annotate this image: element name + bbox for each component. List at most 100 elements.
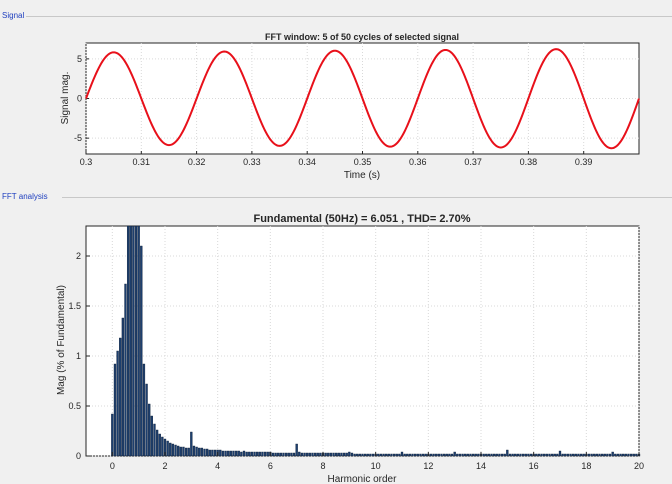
fft-bar: [590, 453, 593, 457]
fft-bar: [442, 453, 446, 457]
signal-x-tick-label: 0.3: [80, 157, 93, 167]
fft-bar: [111, 413, 114, 457]
fft-bar: [240, 451, 243, 457]
fft-bar: [277, 452, 280, 457]
fft-bar: [316, 452, 319, 457]
fft-bar: [424, 453, 427, 457]
fft-bar: [329, 452, 333, 457]
fft-bar: [182, 446, 185, 457]
fft-bar: [203, 448, 206, 457]
fft-bar: [263, 451, 267, 457]
fft-bar: [616, 453, 620, 457]
fft-bar: [319, 452, 322, 457]
fft-bar: [403, 453, 406, 457]
fft-bar: [448, 453, 451, 457]
fft-bar: [453, 451, 456, 457]
fft-bar: [572, 453, 575, 457]
fft-bar: [187, 447, 190, 457]
fft-bar: [429, 453, 433, 457]
fft-x-ticks: 0 2 4 6 8 10 12 14 16 18 20: [110, 452, 644, 471]
fft-bar: [577, 453, 580, 457]
fft-bar: [629, 453, 633, 457]
fft-bar: [174, 444, 177, 457]
fft-bar: [527, 453, 530, 457]
signal-x-tick-label: 0.35: [354, 157, 372, 167]
fft-bar: [614, 453, 617, 457]
fft-bar: [237, 450, 240, 457]
fft-x-tick-label: 2: [162, 461, 167, 471]
fft-bar: [466, 453, 469, 457]
fft-bar: [361, 453, 364, 457]
fft-bar: [598, 453, 601, 457]
fft-bar: [411, 453, 414, 457]
fft-bar: [385, 453, 388, 457]
fft-bar: [148, 403, 151, 457]
fft-bar: [327, 452, 330, 457]
fft-bar: [155, 429, 159, 457]
fft-bar: [298, 451, 301, 457]
fft-x-tick-label: 12: [423, 461, 433, 471]
fft-y-tick-label: 0: [76, 451, 81, 461]
fft-bar: [435, 453, 438, 457]
fft-bar: [566, 453, 570, 457]
fft-bar: [574, 453, 577, 457]
fft-bar: [440, 453, 443, 457]
fft-x-tick-label: 0: [110, 461, 115, 471]
fft-bar: [248, 451, 251, 457]
fft-bar: [266, 451, 269, 457]
fft-bar: [121, 317, 125, 457]
fft-bar: [282, 452, 285, 457]
fft-bar: [366, 453, 369, 457]
fft-panel-label: FFT analysis: [2, 192, 50, 201]
fft-bar: [545, 453, 548, 457]
signal-y-tick-label: -5: [74, 133, 82, 143]
fft-bar: [353, 453, 356, 457]
fft-bar: [371, 453, 375, 457]
fft-bar: [445, 453, 448, 457]
fft-bar: [311, 452, 314, 457]
signal-y-tick-label: 5: [77, 54, 82, 64]
fft-bar: [395, 453, 398, 457]
fft-x-tick-label: 16: [529, 461, 539, 471]
fft-bar: [308, 452, 311, 457]
fft-bar: [213, 449, 217, 457]
fft-bar: [450, 453, 454, 457]
fft-bar: [192, 445, 196, 457]
fft-bar: [521, 453, 525, 457]
fft-bar: [471, 453, 475, 457]
fft-x-tick-label: 4: [215, 461, 220, 471]
fft-bar: [166, 440, 169, 457]
fft-bar: [303, 452, 306, 457]
fft-bar: [129, 225, 132, 457]
fft-bar: [564, 453, 567, 457]
fft-y-axis-label: Mag (% of Fundamental): [56, 285, 67, 395]
fft-y-tick-label: 0.5: [68, 401, 81, 411]
fft-bar: [508, 453, 512, 457]
fft-bar: [490, 453, 493, 457]
fft-chart-title: Fundamental (50Hz) = 6.051 , THD= 2.70%: [253, 213, 470, 225]
fft-y-tick-label: 1: [76, 351, 81, 361]
fft-bar: [292, 452, 296, 457]
fft-bar: [274, 452, 277, 457]
fft-bar: [485, 453, 488, 457]
signal-x-tick-label: 0.36: [409, 157, 427, 167]
fft-bar: [392, 453, 396, 457]
fft-bar: [514, 453, 517, 457]
signal-x-tick-label: 0.37: [464, 157, 482, 167]
fft-bar: [137, 225, 140, 457]
signal-x-tick-label: 0.38: [520, 157, 538, 167]
fft-bar: [524, 453, 527, 457]
fft-bar: [606, 453, 609, 457]
fft-bar: [324, 452, 327, 457]
fft-bar: [419, 453, 422, 457]
fft-bar: [145, 383, 148, 457]
fft-bar: [232, 450, 235, 457]
fft-bar: [306, 452, 309, 457]
fft-bar: [503, 453, 506, 457]
fft-bar: [498, 453, 501, 457]
fft-bar: [205, 448, 209, 457]
signal-x-tick-label: 0.39: [575, 157, 593, 167]
fft-bar: [416, 453, 419, 457]
signal-x-tick-label: 0.32: [188, 157, 206, 167]
